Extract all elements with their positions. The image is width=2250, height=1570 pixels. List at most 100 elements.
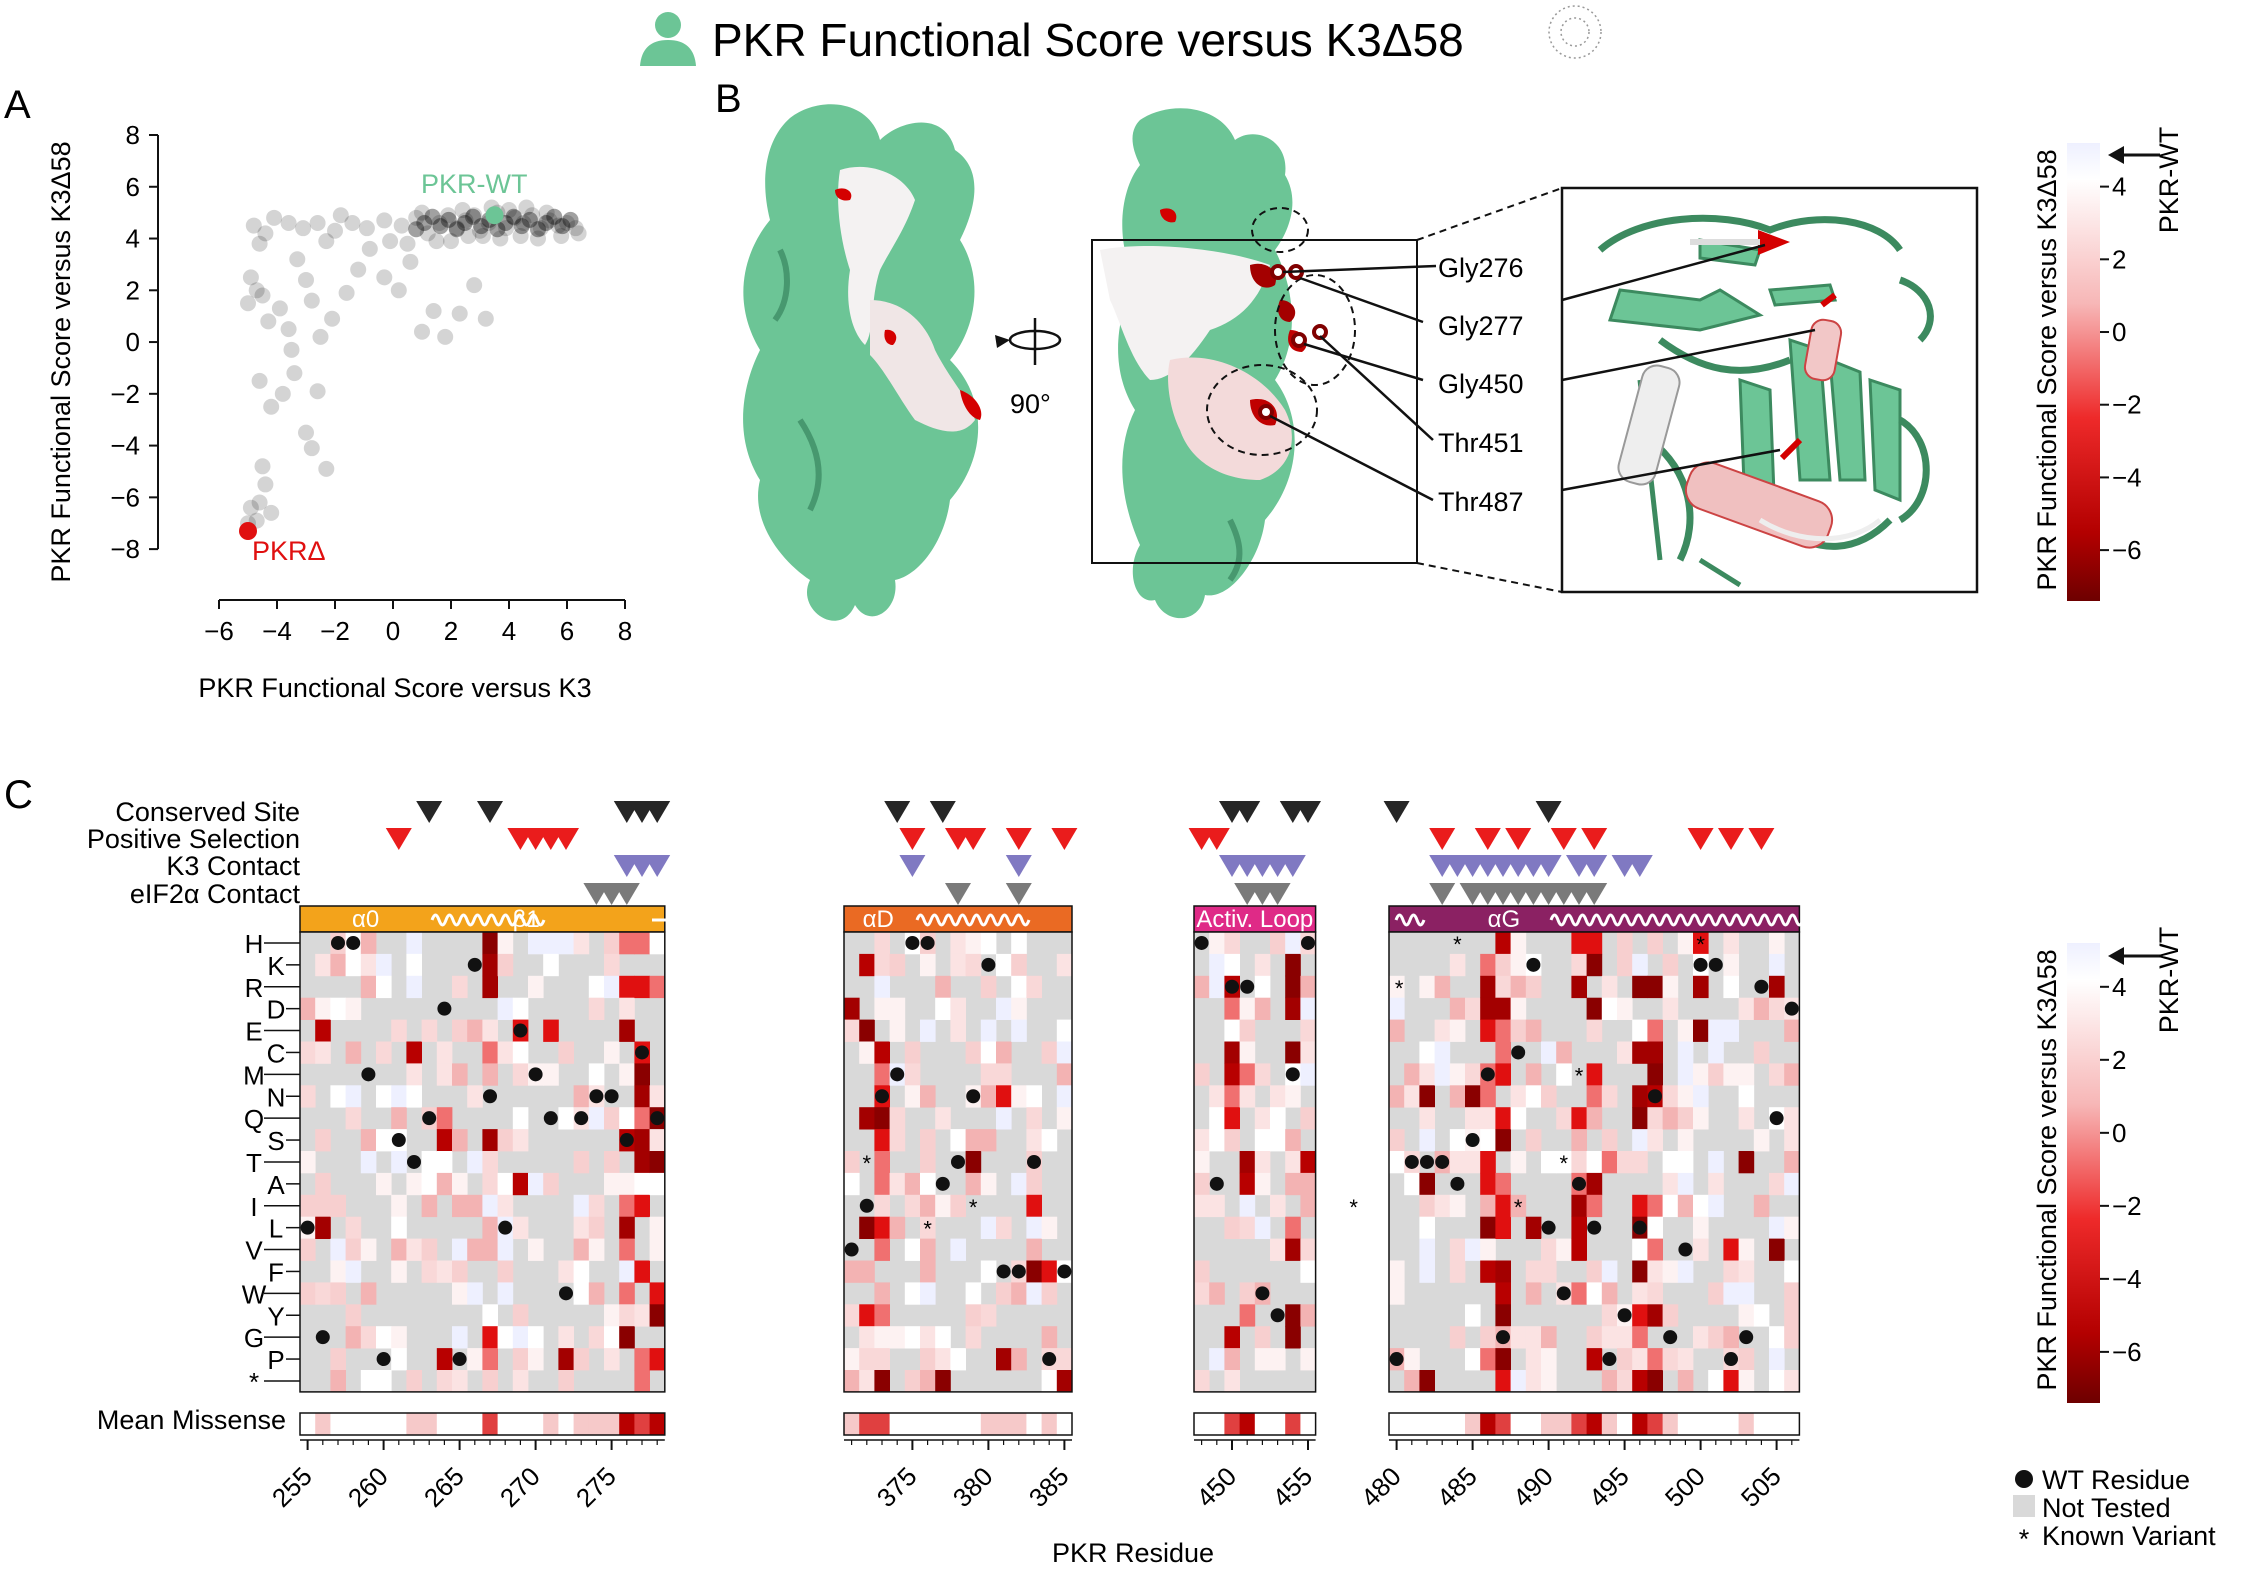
heatmap-cell xyxy=(1586,1019,1603,1042)
heatmap-cell xyxy=(1041,1370,1058,1393)
heatmap-cell xyxy=(1194,1151,1210,1174)
heatmap-cell xyxy=(1389,1260,1405,1283)
aa-label: L xyxy=(269,1214,283,1244)
heatmap-cell xyxy=(1677,1172,1694,1196)
heatmap-cell xyxy=(391,1019,407,1042)
heatmap-cell xyxy=(1738,1370,1755,1393)
wt-residue-dot xyxy=(1301,935,1315,950)
heatmap-cell xyxy=(1041,1041,1058,1064)
heatmap-cell xyxy=(497,953,514,977)
mean-missense-cell xyxy=(573,1413,590,1435)
scatter-point xyxy=(376,212,393,229)
heatmap-cell xyxy=(1419,1216,1435,1239)
scatter-x-tick-label: 6 xyxy=(560,616,574,646)
heatmap-cell xyxy=(859,1370,875,1393)
scatter-point xyxy=(465,208,482,225)
heatmap-cell xyxy=(1723,1370,1739,1393)
mean-missense-cell xyxy=(1270,1413,1286,1435)
annotation-triangle xyxy=(613,883,640,905)
mean-missense-cell xyxy=(1041,1413,1058,1435)
heatmap-cell xyxy=(604,1041,620,1064)
heatmap-cell xyxy=(1586,1172,1603,1196)
heatmap-cell xyxy=(1056,1063,1073,1086)
heatmap-cell xyxy=(512,1041,529,1064)
heatmap-cell xyxy=(1194,1370,1210,1393)
colorbar-tick-label: −4 xyxy=(2112,462,2142,492)
heatmap-cell xyxy=(1677,1041,1694,1064)
scatter-point xyxy=(280,215,297,231)
heatmap-cell xyxy=(1723,932,1739,955)
scatter-point xyxy=(393,217,410,234)
heatmap-cell xyxy=(1480,997,1496,1020)
wt-residue-dot xyxy=(1739,1330,1754,1345)
heatmap-cell xyxy=(604,1151,620,1174)
heatmap-cell xyxy=(980,932,997,955)
scatter-point xyxy=(257,476,274,493)
panel-a-letter: A xyxy=(4,83,31,127)
heatmap-cell xyxy=(1601,1085,1618,1108)
scatter-point xyxy=(492,230,509,247)
heatmap-cell xyxy=(1753,997,1770,1020)
domain-bar xyxy=(1193,905,1317,933)
annotation-triangle xyxy=(477,801,503,823)
mean-missense-cell xyxy=(376,1413,392,1435)
heatmap-cell xyxy=(1784,1370,1800,1393)
aa-label: N xyxy=(267,1082,286,1112)
heatmap-cell xyxy=(619,1282,635,1305)
heatmap-cell xyxy=(391,1326,407,1349)
heatmap-cell xyxy=(996,1041,1012,1064)
heatmap-cell xyxy=(300,1041,316,1064)
heatmap-cell xyxy=(543,1019,559,1042)
heatmap-cell xyxy=(859,1260,875,1283)
heatmap-cell xyxy=(1617,1041,1633,1064)
scatter-point xyxy=(251,372,268,389)
heatmap-cell xyxy=(345,1107,362,1130)
heatmap-cell xyxy=(467,1151,483,1174)
wt-residue-dot xyxy=(467,957,482,972)
heatmap-cell xyxy=(965,1282,982,1305)
heatmap-cell xyxy=(1026,1238,1042,1261)
heatmap-cell xyxy=(1026,1085,1042,1108)
heatmap-cell xyxy=(1571,932,1587,955)
mean-missense-cell xyxy=(1209,1413,1225,1435)
heatmap-cell xyxy=(1601,1304,1618,1327)
heatmap-cell xyxy=(649,1238,666,1261)
heatmap-cell xyxy=(1495,1194,1511,1218)
heatmap-cell xyxy=(436,1063,453,1086)
scatter-point xyxy=(358,220,375,237)
heatmap-cell xyxy=(528,975,544,999)
heatmap-cell xyxy=(1723,1238,1739,1261)
aa-label: W xyxy=(242,1279,267,1309)
mean-missense-cell xyxy=(1525,1413,1542,1435)
heatmap-cell xyxy=(1254,953,1271,977)
heatmap-markers: * * * * * * * * * * xyxy=(300,932,1799,1367)
heatmap-cell xyxy=(619,975,635,999)
scatter-point xyxy=(538,204,555,221)
annotation-triangle xyxy=(644,855,671,877)
heatmap-cell xyxy=(1677,1151,1694,1174)
heatmap-cell xyxy=(904,1370,921,1393)
scatter-point xyxy=(274,385,291,402)
heatmap-cell xyxy=(920,1370,936,1393)
scatter-point xyxy=(408,221,425,238)
heatmap-cell xyxy=(1708,1019,1724,1042)
heatmap-cell xyxy=(345,1216,362,1239)
scatter-point xyxy=(512,227,529,244)
annotation-triangle xyxy=(1429,883,1456,905)
heatmap-cell xyxy=(1465,1348,1481,1371)
heatmap-cell xyxy=(1632,1107,1648,1130)
heatmap-cell xyxy=(330,1238,346,1261)
scatter-points xyxy=(239,199,587,540)
heatmap-cell xyxy=(467,1019,483,1042)
mean-missense-cell xyxy=(874,1413,890,1435)
helix-squiggle xyxy=(1549,913,1833,927)
heatmap-cell xyxy=(1239,1151,1256,1174)
wt-residue-dot xyxy=(1480,1067,1495,1082)
heatmap-cell xyxy=(512,1348,529,1371)
heatmap-cell xyxy=(452,1194,468,1218)
wt-residue-dot xyxy=(574,1111,589,1126)
heatmap-block-frame xyxy=(1193,931,1317,1393)
heatmap-cell xyxy=(1708,1151,1724,1174)
wt-residue-dot xyxy=(1678,1242,1693,1257)
heatmap-cell xyxy=(649,1216,666,1239)
